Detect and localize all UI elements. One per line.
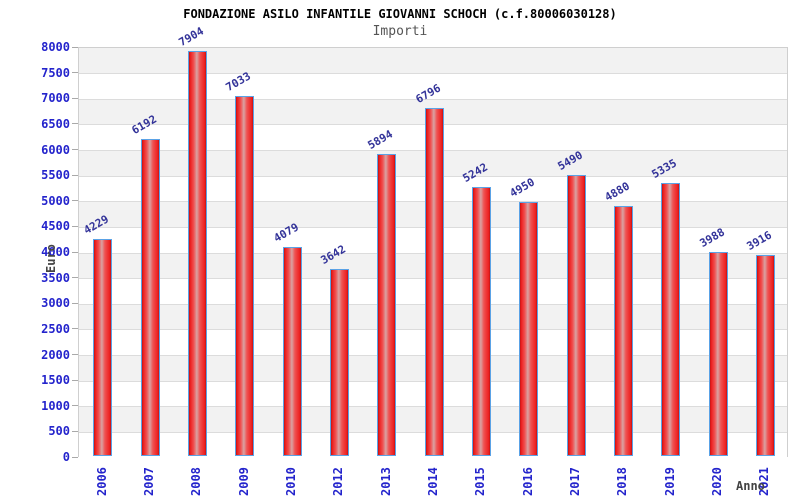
y-tick-label: 2500	[41, 321, 70, 336]
bar-2016	[519, 202, 539, 456]
x-tick-label: 2020	[710, 467, 724, 496]
x-tick-label: 2009	[236, 467, 251, 496]
y-tick-mark	[72, 405, 78, 407]
bar-2009	[235, 95, 255, 456]
y-tick-mark	[72, 72, 78, 74]
x-tick-label: 2007	[142, 467, 156, 496]
y-tick-mark	[72, 379, 78, 381]
y-tick-label: 2000	[41, 347, 70, 362]
bar-2013	[377, 153, 397, 456]
y-tick-mark	[72, 354, 78, 355]
y-tick-mark	[72, 97, 78, 99]
bar-2006	[93, 239, 113, 456]
y-tick-mark	[72, 123, 78, 125]
x-tick-label: 2008	[189, 467, 204, 496]
y-tick-mark	[72, 456, 78, 458]
y-tick-label: 6000	[41, 142, 70, 157]
y-tick-mark	[72, 200, 78, 202]
bar-2015	[471, 187, 491, 456]
y-tick-label: 8000	[41, 40, 70, 54]
chart-subtitle: Importi	[372, 24, 428, 39]
y-tick-label: 3500	[41, 270, 70, 285]
gridline	[79, 73, 787, 75]
y-tick-label: 4500	[41, 219, 70, 234]
x-axis-title: Anno	[736, 479, 765, 493]
x-tick-label: 2019	[662, 467, 677, 496]
y-tick-mark	[72, 149, 78, 150]
x-tick-label: 2012	[331, 467, 346, 496]
y-tick-mark	[72, 174, 78, 176]
y-tick-mark	[72, 46, 78, 48]
y-tick-mark	[72, 251, 78, 253]
bar-2012	[329, 269, 349, 456]
y-tick-label: 1000	[41, 398, 70, 413]
bar-2007	[140, 138, 160, 456]
bar-2008	[187, 50, 207, 456]
y-tick-label: 3000	[41, 296, 70, 311]
x-tick-label: 2017	[568, 467, 582, 496]
bar-2020	[708, 251, 728, 456]
y-tick-label: 6500	[41, 116, 70, 131]
x-tick-label: 2015	[473, 467, 488, 496]
bar-2021	[755, 255, 775, 456]
x-tick-label: 2014	[426, 467, 440, 496]
y-tick-mark	[72, 328, 78, 330]
y-tick-label: 1500	[41, 373, 70, 388]
bar-2014	[424, 107, 444, 456]
bar-2019	[661, 182, 681, 456]
y-tick-label: 7500	[41, 65, 70, 80]
y-tick-mark	[72, 225, 78, 227]
y-tick-mark	[72, 277, 78, 279]
bar-2017	[566, 174, 586, 456]
y-tick-label: 5000	[41, 193, 70, 208]
y-axis-title: Euro	[44, 244, 58, 273]
y-tick-label: 500	[48, 424, 70, 439]
x-tick-label: 2013	[378, 467, 393, 496]
bar-2010	[282, 246, 302, 456]
plot-band	[79, 48, 787, 74]
x-tick-label: 2018	[615, 467, 630, 496]
gridline	[79, 98, 787, 100]
x-tick-label: 2006	[94, 467, 109, 496]
x-tick-label: 2010	[284, 467, 298, 496]
bar-2018	[613, 205, 633, 456]
y-tick-mark	[72, 302, 78, 304]
y-tick-label: 0	[62, 450, 70, 464]
y-tick-label: 5500	[41, 168, 70, 183]
y-tick-label: 4000	[41, 245, 70, 259]
chart-title: FONDAZIONE ASILO INFANTILE GIOVANNI SCHO…	[183, 7, 617, 21]
y-tick-mark	[72, 430, 78, 432]
x-tick-label: 2016	[520, 467, 535, 496]
y-tick-label: 7000	[41, 91, 70, 106]
plot-area	[78, 47, 788, 458]
